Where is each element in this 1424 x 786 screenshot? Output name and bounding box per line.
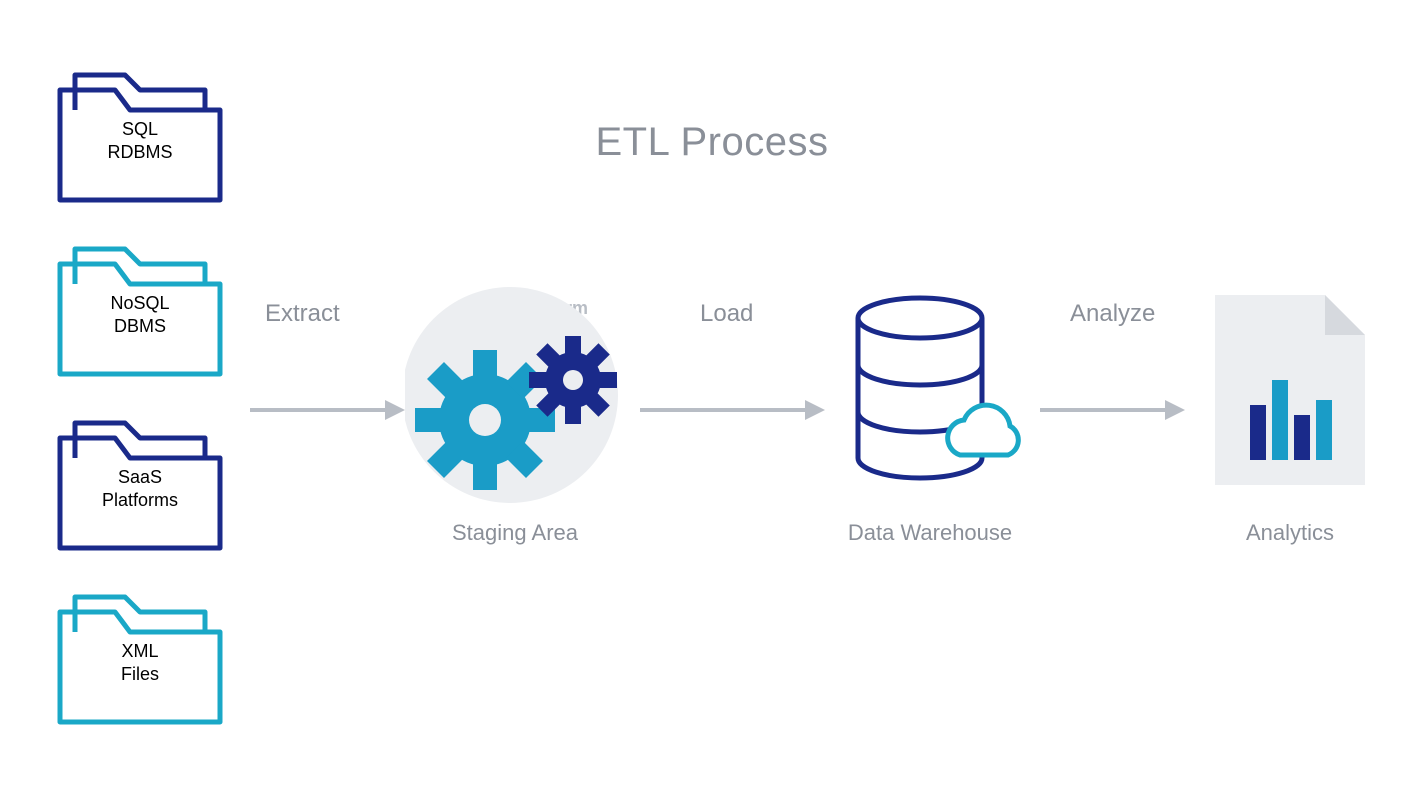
analytics-caption: Analytics [1195, 520, 1385, 546]
folder-label: NoSQL DBMS [50, 292, 230, 337]
folder-label: XML Files [50, 640, 230, 685]
folder-label: SQL RDBMS [50, 118, 230, 163]
source-folders: SQL RDBMS NoSQL DBMS SaaS Platforms XML … [50, 60, 240, 756]
folder-label: SaaS Platforms [50, 466, 230, 511]
stage-analyze-label: Analyze [1070, 300, 1155, 328]
arrow-load [640, 395, 830, 425]
staging-area-icon [405, 280, 635, 510]
staging-caption: Staging Area [405, 520, 625, 546]
folder-nosql-dbms: NoSQL DBMS [50, 234, 230, 384]
analytics-icon [1205, 285, 1375, 495]
stage-load-label: Load [700, 300, 753, 328]
warehouse-caption: Data Warehouse [800, 520, 1060, 546]
arrow-extract [250, 395, 410, 425]
cloud-icon [948, 405, 1019, 455]
folder-xml-files: XML Files [50, 582, 230, 732]
folder-sql-rdbms: SQL RDBMS [50, 60, 230, 210]
stage-extract-label: Extract [265, 300, 340, 328]
arrow-analyze [1040, 395, 1190, 425]
data-warehouse-icon [840, 290, 1040, 500]
folder-saas-platforms: SaaS Platforms [50, 408, 230, 558]
